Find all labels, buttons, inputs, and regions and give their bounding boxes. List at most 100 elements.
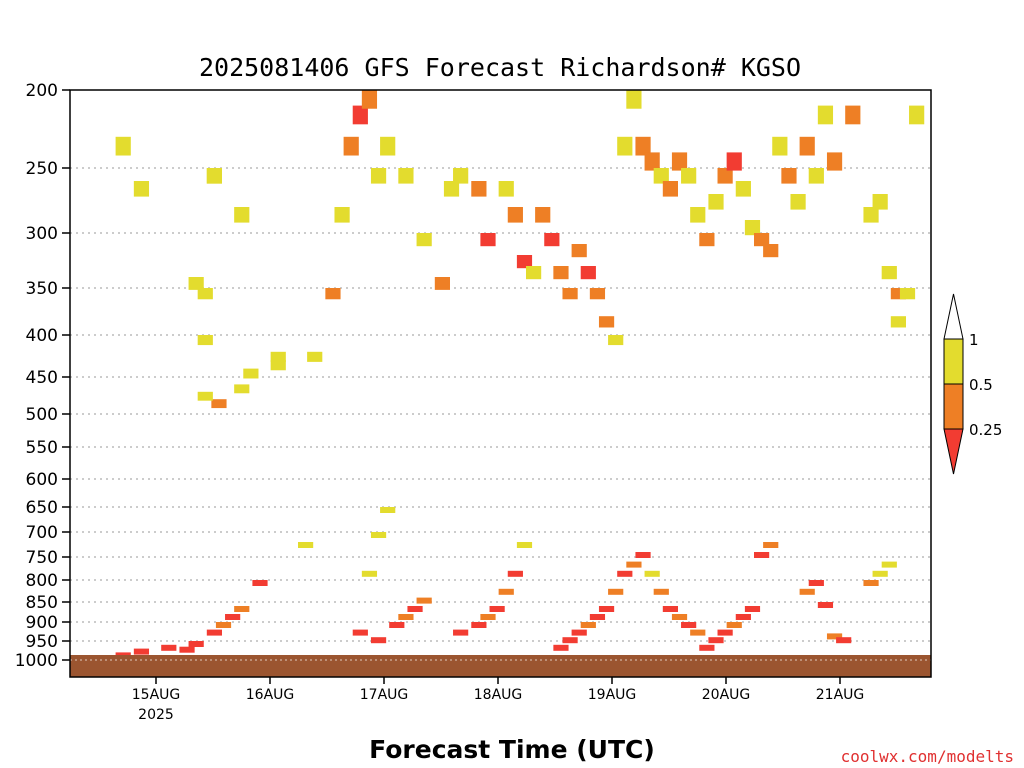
heatmap-cell — [836, 637, 852, 644]
y-tick-label: 600 — [26, 470, 58, 490]
heatmap-cell — [845, 105, 861, 125]
heatmap-cell — [234, 606, 250, 612]
heatmap-cell — [516, 255, 533, 269]
heatmap-cell — [243, 368, 259, 379]
x-tick-sublabel: 2025 — [138, 707, 174, 723]
heatmap-cell — [671, 614, 688, 620]
heatmap-cell — [270, 351, 286, 362]
heatmap-cell — [179, 646, 195, 653]
heatmap-cell — [206, 168, 222, 184]
heatmap-cell — [717, 629, 733, 636]
heatmap-cell — [826, 152, 843, 171]
x-axis-title: Forecast Time (UTC) — [369, 735, 655, 764]
heatmap-cell — [197, 391, 213, 401]
heatmap-cell — [872, 570, 888, 577]
heatmap-cell — [881, 561, 897, 568]
heatmap-cell — [635, 552, 651, 558]
heatmap-cell — [863, 580, 879, 586]
heatmap-cell — [370, 637, 387, 644]
heatmap-cell — [234, 207, 250, 223]
heatmap-cell — [571, 629, 587, 636]
heatmap-cell — [817, 105, 834, 125]
heatmap-cell — [471, 181, 487, 197]
heatmap-cell — [589, 288, 606, 300]
y-tick-label: 750 — [26, 548, 58, 568]
heatmap-cell — [589, 614, 606, 620]
heatmap-cell — [352, 629, 368, 636]
x-tick-label: 21AUG — [816, 687, 865, 703]
heatmap-cell — [763, 542, 779, 548]
heatmap-cell — [808, 168, 824, 184]
colorbar-bottom-arrow — [943, 428, 964, 475]
y-tick-label: 800 — [26, 571, 58, 591]
y-tick-label: 650 — [26, 498, 58, 518]
heatmap-cell — [544, 233, 560, 247]
heatmap-cell — [389, 622, 405, 628]
x-axis: 15AUG 2025 16AUG 17AUG 18AUG 19AUG 20AUG 21AUG — [132, 677, 865, 723]
heatmap-cell — [726, 152, 742, 171]
heatmap-cell — [197, 335, 213, 346]
heatmap-cell — [133, 648, 150, 655]
heatmap-cell — [480, 233, 496, 247]
heatmap-cell — [325, 288, 341, 300]
heatmap-cell — [754, 233, 770, 247]
heatmap-cell — [644, 570, 660, 577]
x-tick-label: 18AUG — [474, 687, 523, 703]
colorbar-top-arrow — [943, 293, 964, 340]
heatmap-cell — [735, 614, 751, 620]
y-tick-label: 900 — [26, 613, 58, 633]
heatmap-cell — [507, 570, 523, 577]
heatmap-cell — [772, 136, 788, 156]
heatmap-cell — [370, 532, 387, 538]
heatmap-cell — [352, 105, 368, 125]
heatmap-cell — [188, 277, 204, 290]
heatmap-cell — [498, 181, 514, 197]
heatmap-cell — [334, 207, 350, 223]
heatmap-cell — [526, 266, 542, 280]
heatmap-cell — [535, 207, 551, 223]
gridlines — [70, 167, 931, 642]
heatmap-cell — [480, 614, 496, 620]
heatmap-cell — [608, 588, 624, 595]
heatmap-cell — [653, 168, 669, 184]
heatmap-cell — [681, 622, 697, 628]
heatmap-cell — [398, 614, 414, 620]
heatmap-cell — [909, 105, 925, 125]
colorbar-segment-yellow — [943, 338, 964, 385]
heatmap-cell — [635, 136, 651, 156]
heatmap-cell — [690, 207, 706, 223]
heatmap-cell — [211, 399, 227, 409]
data-cells — [115, 90, 925, 659]
heatmap-cell — [252, 580, 268, 586]
heatmap-cell — [553, 266, 569, 280]
heatmap-cell — [881, 266, 897, 280]
ground-surface — [70, 655, 931, 677]
colorbar-level-label: 0.25 — [969, 421, 1002, 439]
heatmap-cell — [562, 637, 578, 644]
x-tick-label: 16AUG — [246, 687, 295, 703]
heatmap-cell — [188, 641, 204, 647]
colorbar-legend: 0.25 0.5 1 — [943, 293, 1002, 475]
heatmap-cell — [790, 194, 806, 210]
heatmap-cell — [608, 335, 624, 346]
heatmap-cell — [580, 266, 596, 280]
heatmap-cell — [662, 606, 678, 612]
heatmap-cell — [471, 622, 487, 628]
heatmap-cell — [443, 181, 460, 197]
heatmap-cell — [690, 629, 706, 636]
y-tick-label: 950 — [26, 632, 58, 652]
colorbar-level-label: 1 — [969, 331, 979, 349]
heatmap-cell — [598, 316, 615, 328]
y-tick-label: 500 — [26, 405, 58, 425]
heatmap-cell — [699, 233, 715, 247]
y-tick-label: 300 — [26, 224, 58, 244]
heatmap-cell — [744, 606, 761, 612]
y-tick-label: 550 — [26, 438, 58, 458]
heatmap-cell — [398, 168, 414, 184]
y-tick-label: 400 — [26, 326, 58, 346]
heatmap-cell — [507, 207, 523, 223]
heatmap-cell — [553, 644, 569, 651]
heatmap-cell — [708, 194, 724, 210]
